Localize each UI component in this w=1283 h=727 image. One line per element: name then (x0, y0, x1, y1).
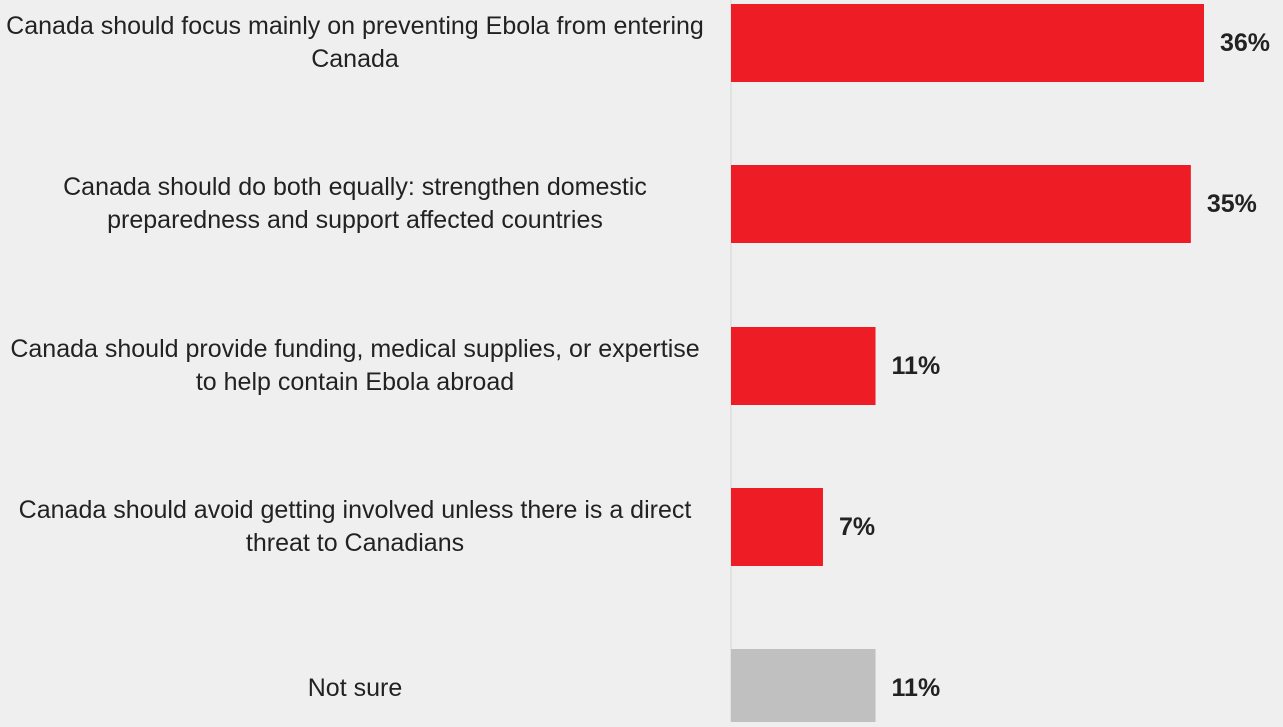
value-label-5: 11% (891, 673, 941, 702)
value-label-4: 7% (838, 512, 876, 541)
value-label-3: 11% (891, 351, 941, 380)
value-label-2: 35% (1206, 189, 1257, 218)
bar-2 (731, 165, 1191, 243)
bar-5 (731, 649, 876, 727)
bar-1 (731, 4, 1204, 82)
category-label-1: Canada should focus mainly on preventing… (6, 12, 704, 73)
category-label-3: Canada should provide funding, medical s… (10, 335, 700, 396)
bar-3 (731, 327, 876, 405)
value-label-1: 36% (1220, 28, 1271, 57)
category-label-4: Canada should avoid getting involved unl… (18, 496, 692, 557)
category-label-2: Canada should do both equally: strengthe… (63, 173, 647, 234)
category-label-5: Not sure (307, 673, 403, 702)
bar-4 (731, 488, 823, 566)
